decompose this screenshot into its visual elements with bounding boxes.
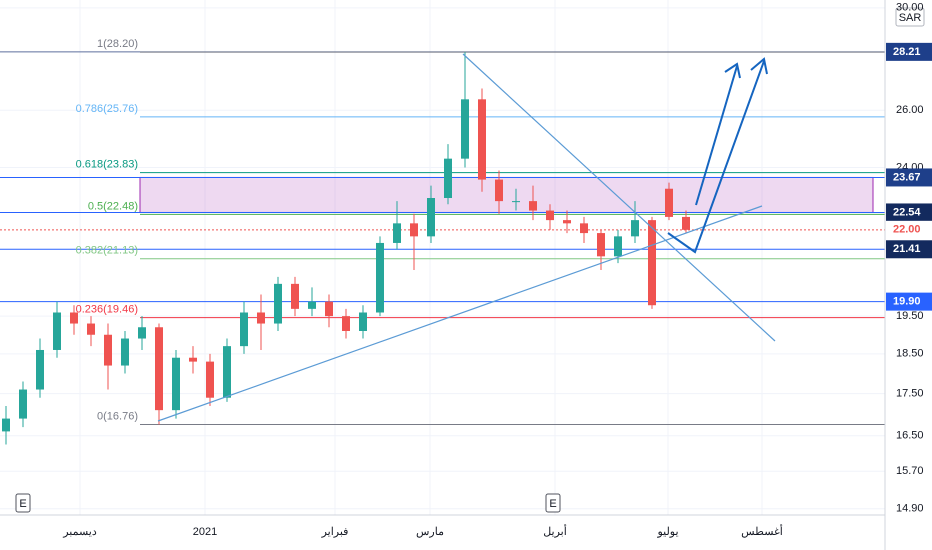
price-label: 21.41	[893, 243, 921, 255]
candles	[2, 52, 690, 445]
candle-body	[461, 99, 469, 159]
arrow-head	[750, 57, 768, 75]
candle-body	[631, 220, 639, 237]
candle-body	[529, 201, 537, 211]
candle-body	[2, 418, 10, 432]
candle-body	[206, 361, 214, 398]
candle-body	[597, 233, 605, 257]
candle-body	[87, 323, 95, 335]
price-label-bg	[886, 240, 932, 259]
price-label: 23.67	[893, 171, 921, 183]
price-label-bg	[886, 42, 932, 61]
x-tick-label: أغسطس	[741, 524, 783, 538]
axis: 30.0026.0024.0019.5018.5017.5016.5015.70…	[15, 2, 932, 538]
candle-body	[512, 201, 520, 203]
event-box	[15, 493, 31, 513]
fib-label: 0.618(23.83)	[76, 159, 138, 171]
x-tick-label: يوليو	[656, 526, 678, 538]
candle-body	[172, 357, 180, 411]
price-label-bg	[886, 203, 932, 222]
fib-label: 1(28.20)	[97, 38, 138, 50]
candle-body	[427, 198, 435, 237]
grid	[0, 0, 885, 515]
candle-body	[121, 338, 129, 366]
y-tick-label: 30.00	[896, 2, 924, 14]
candle-body	[138, 327, 146, 339]
candle-body	[223, 346, 231, 398]
fib-label: 0.382(21.13)	[76, 245, 138, 257]
x-tick-label: 2021	[193, 526, 217, 538]
candle-body	[495, 179, 503, 202]
price-label-bg	[886, 168, 932, 187]
candle-body	[546, 210, 554, 221]
candle-body	[189, 357, 197, 362]
x-tick-label: فبراير	[321, 526, 349, 538]
candle-body	[359, 312, 367, 331]
fib-label: 0(16.76)	[97, 410, 138, 422]
fib-label: 0.236(19.46)	[76, 304, 138, 316]
trend-line	[462, 53, 776, 342]
price-label: 22.54	[893, 206, 921, 218]
arrow	[667, 60, 765, 254]
fib-label: 0.5(22.48)	[88, 200, 138, 212]
price-label-bg	[886, 220, 932, 239]
currency: SAR	[899, 12, 922, 24]
fib-label: 0.786(25.76)	[76, 103, 138, 115]
price-label: 22.00	[893, 224, 921, 236]
y-tick-label: 14.90	[896, 503, 924, 515]
candle-body	[682, 216, 690, 230]
candle-body	[104, 334, 112, 366]
candle-body	[240, 312, 248, 347]
x-tick-label: أبريل	[543, 524, 567, 538]
price-label: 19.90	[893, 296, 921, 308]
price-label-bg	[886, 292, 932, 311]
drawings	[157, 53, 776, 422]
arrow	[695, 65, 738, 206]
x-tick-label: ديسمبر	[62, 526, 97, 538]
candle-body	[325, 301, 333, 317]
candle-body	[665, 188, 673, 217]
candle-body	[70, 312, 78, 324]
candle-body	[614, 236, 622, 257]
levels: 1(28.20) 0.786(25.76) 0.618(23.83) 0.5(22.4…	[0, 38, 885, 426]
candle-body	[291, 283, 299, 309]
trend-line	[157, 205, 763, 422]
candle-body	[342, 316, 350, 331]
candle-body	[648, 220, 656, 306]
y-tick-label: 16.50	[896, 430, 924, 442]
candle-body	[53, 312, 61, 350]
event-marker: E	[19, 498, 26, 510]
y-tick-label: 18.50	[896, 348, 924, 360]
candle-body	[444, 158, 452, 199]
candle-body	[308, 301, 316, 309]
event-marker: E	[549, 498, 556, 510]
y-tick-label: 17.50	[896, 388, 924, 400]
candle-body	[393, 223, 401, 243]
currency-box	[895, 7, 925, 27]
y-tick-label: 15.70	[896, 465, 924, 477]
candle-body	[410, 223, 418, 237]
y-tick-label: 26.00	[896, 104, 924, 116]
candle-body	[274, 283, 282, 324]
y-tick-label: 19.50	[896, 310, 924, 322]
candle-body	[155, 327, 163, 411]
candle-body	[376, 242, 384, 313]
candle-body	[478, 99, 486, 180]
x-tick-label: مارس	[416, 526, 444, 538]
zone	[139, 176, 874, 213]
candle-body	[19, 389, 27, 419]
candle-body	[36, 349, 44, 390]
candle-body	[580, 223, 588, 234]
price-label: 28.21	[893, 46, 921, 58]
candle-body	[257, 312, 265, 324]
event-box	[545, 493, 561, 513]
arrow-head	[724, 62, 741, 79]
candle-body	[563, 220, 571, 224]
